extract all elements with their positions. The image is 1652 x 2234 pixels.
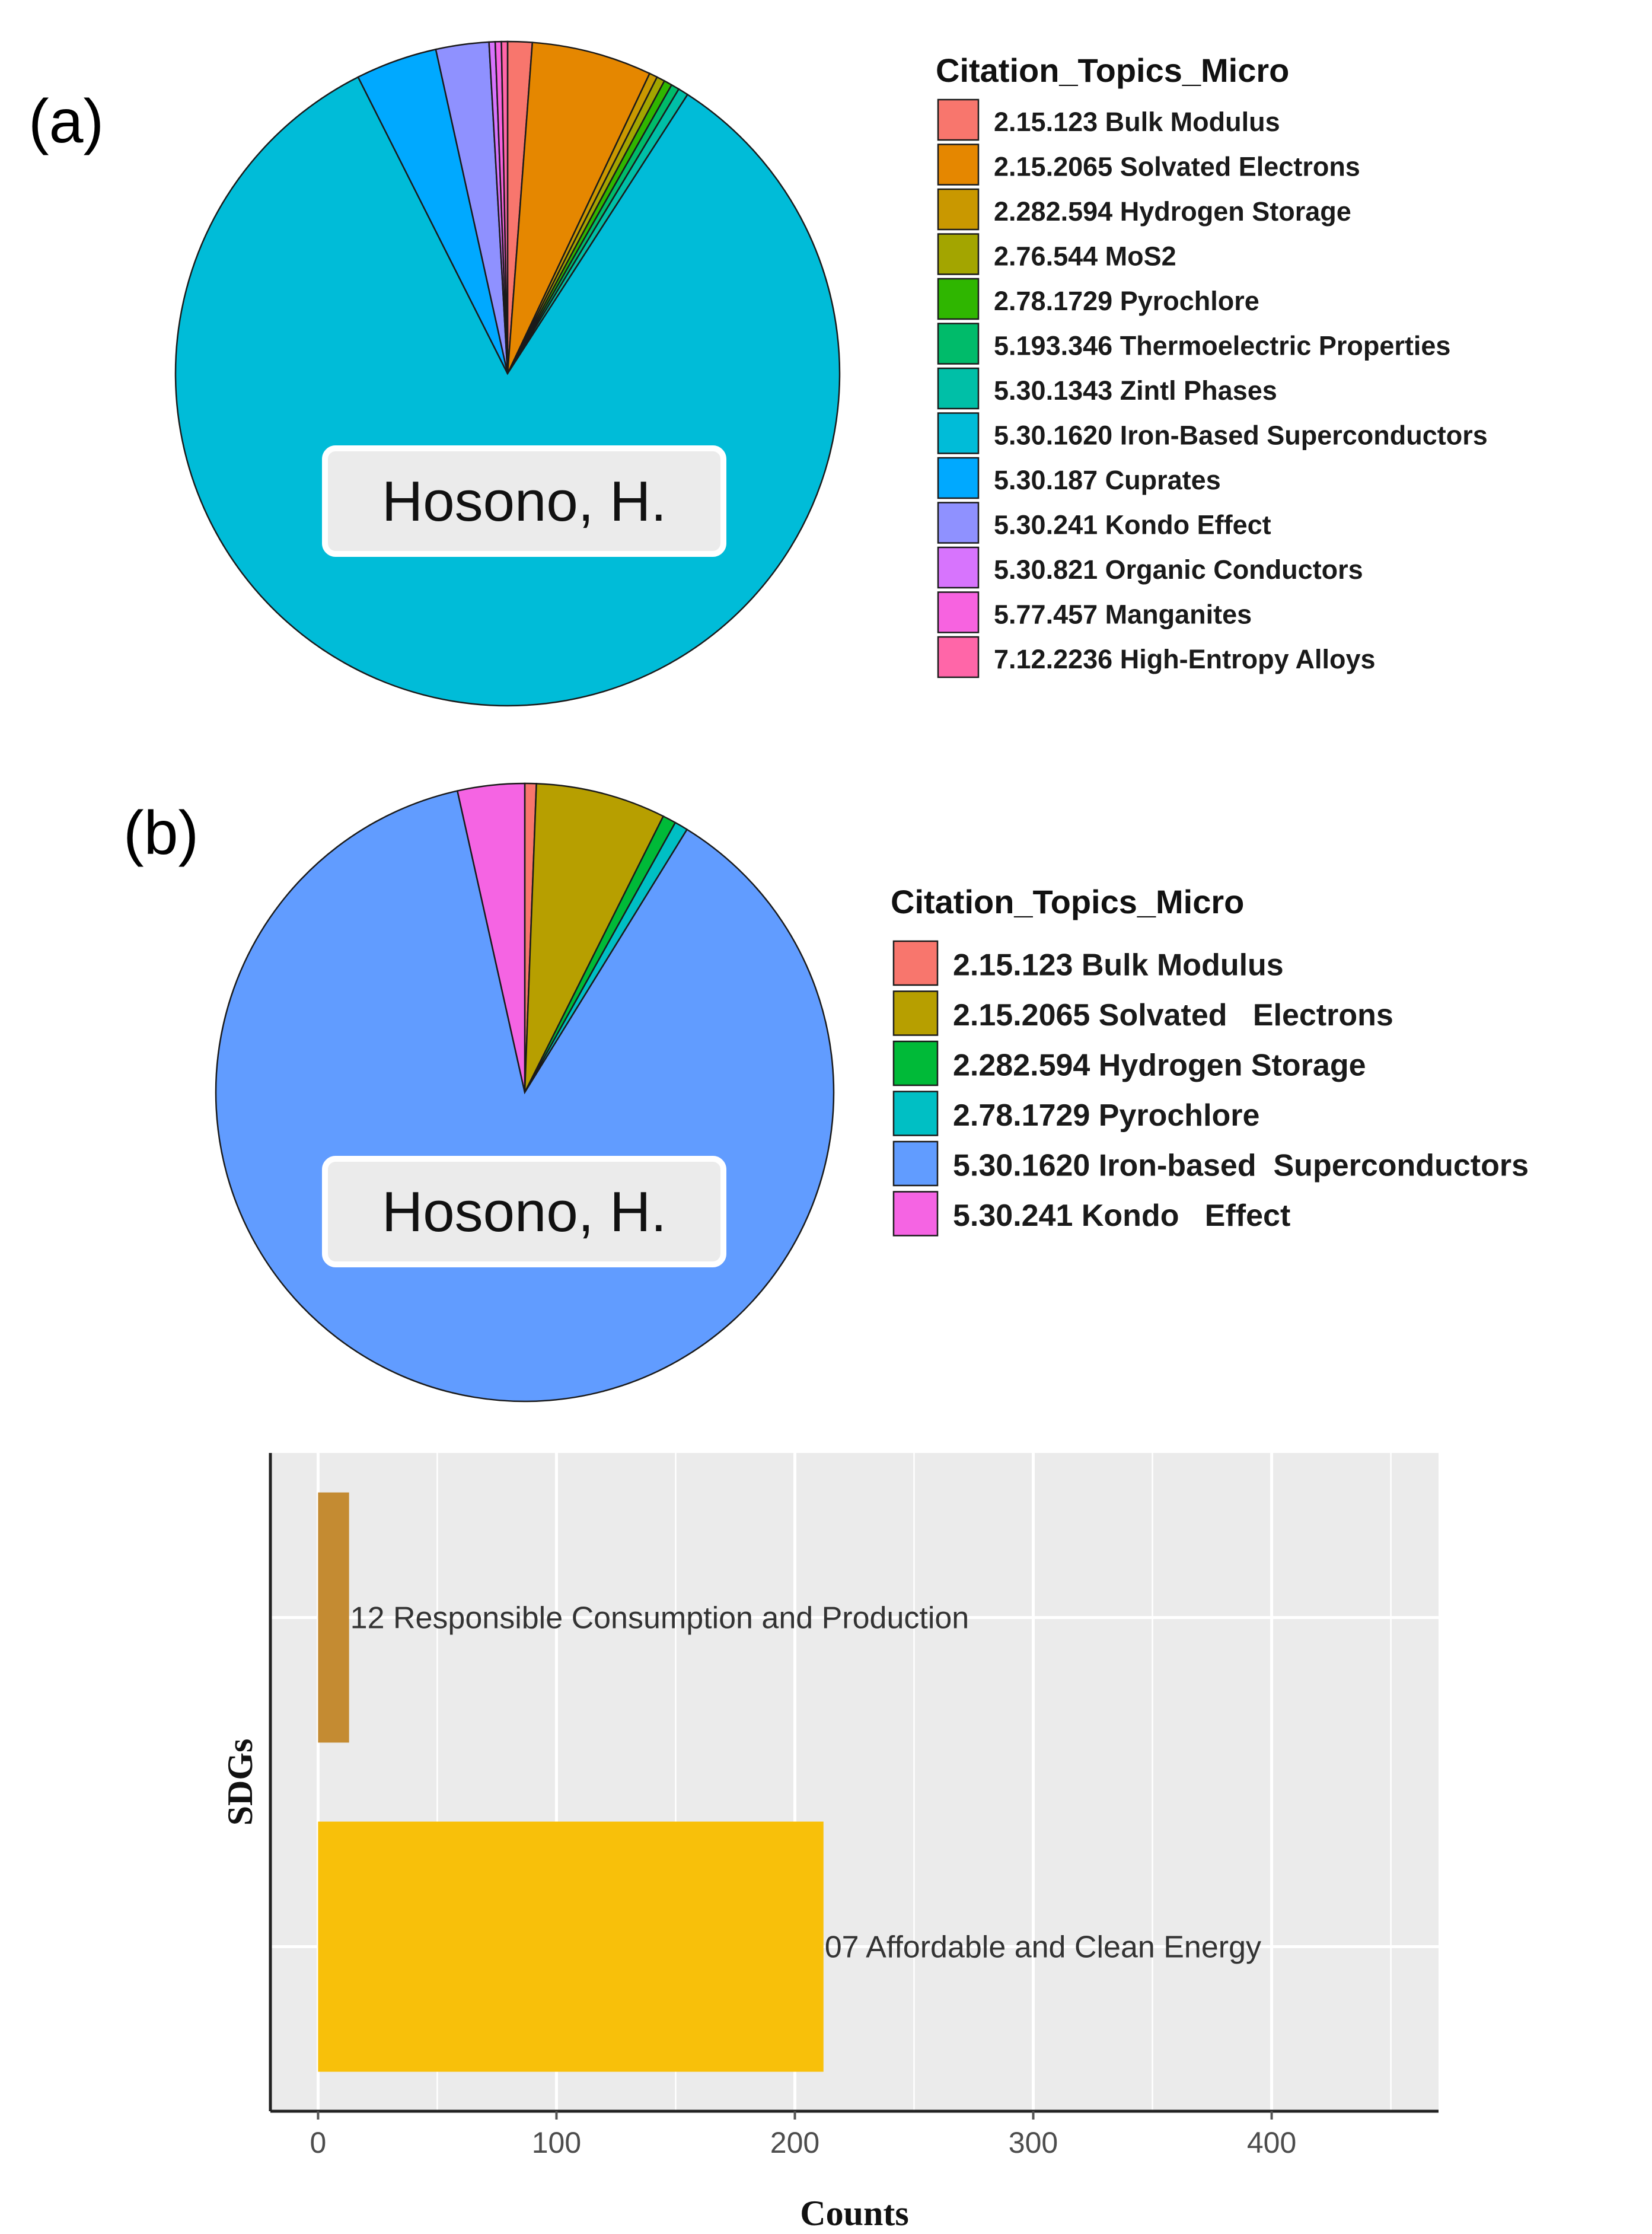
name-label-box-b-bg — [322, 1156, 726, 1267]
x-axis-title: Counts — [800, 2194, 908, 2233]
pie-a-slice-12 — [500, 40, 509, 374]
pie-a-legend-label-11: 5.77.457 Manganites — [994, 600, 1252, 630]
pie-b-legend-key-2 — [892, 1040, 939, 1086]
pie-b-legend-key-5 — [892, 1191, 939, 1236]
pie-chart-a — [174, 40, 841, 707]
bar-0 — [318, 1821, 824, 2072]
pie-a-legend-label-10: 5.30.821 Organic Conductors — [994, 554, 1363, 585]
pie-b-legend-key-0 — [892, 940, 939, 986]
bars: 07 Affordable and Clean Energy 12 Respons… — [318, 1492, 1261, 2072]
legend-a: 2.15.123 Bulk Modulus 2.15.2065 Solvated … — [937, 98, 1488, 678]
pie-a-legend-key-9 — [937, 502, 980, 544]
pie-a-legend-label-12: 7.12.2236 High-Entropy Alloys — [994, 644, 1376, 674]
panel-b: (b) Hosono, H. Citation_Topics_Micro 2.1… — [123, 782, 1529, 1403]
pie-b-legend-key-3 — [892, 1091, 939, 1136]
name-label-box-a-bg — [322, 445, 726, 557]
panel-c: 07 Affordable and Clean Energy 12 Respons… — [221, 1453, 1439, 2233]
x-tick-label: 200 — [770, 2126, 819, 2159]
pie-a-legend-key-12 — [937, 636, 980, 678]
pie-a-legend-key-7 — [937, 412, 980, 454]
pie-a-legend-key-10 — [937, 546, 980, 589]
pie-b-legend-label-0: 2.15.123 Bulk Modulus — [953, 948, 1284, 983]
pie-a-legend-label-1: 2.15.2065 Solvated Electrons — [994, 152, 1360, 182]
bar-1 — [318, 1492, 349, 1743]
bar-label-1: 12 Responsible Consumption and Productio… — [350, 1601, 969, 1636]
x-tick-label: 0 — [310, 2126, 327, 2159]
legend-title-b: Citation_Topics_Micro — [891, 883, 1244, 920]
x-tick-label: 300 — [1009, 2126, 1058, 2159]
pie-a-legend-label-5: 5.193.346 Thermoelectric Properties — [994, 331, 1450, 361]
pie-a-legend-label-3: 2.76.544 MoS2 — [994, 241, 1176, 272]
legend-b: 2.15.123 Bulk Modulus 2.15.2065 Solvated … — [892, 940, 1529, 1236]
x-tick-label: 400 — [1247, 2126, 1296, 2159]
pie-b-legend-label-3: 2.78.1729 Pyrochlore — [953, 1098, 1259, 1133]
pie-a-legend-label-2: 2.282.594 Hydrogen Storage — [994, 196, 1351, 227]
pie-a-legend-key-6 — [937, 367, 980, 410]
pie-a-legend-key-5 — [937, 323, 980, 365]
pie-a-legend-key-1 — [937, 144, 980, 186]
pie-b-legend-key-1 — [892, 990, 939, 1036]
pie-a-legend-key-3 — [937, 233, 980, 275]
x-tick-label: 100 — [532, 2126, 581, 2159]
pie-b-legend-key-4 — [892, 1140, 939, 1187]
panel-b-label: (b) — [123, 799, 199, 868]
pie-b-slice-5 — [456, 782, 526, 1093]
pie-a-legend-label-8: 5.30.187 Cuprates — [994, 465, 1221, 495]
name-label-b: Hosono, H. — [382, 1180, 666, 1244]
pie-a-slice-1 — [506, 42, 651, 374]
pie-a-legend-label-7: 5.30.1620 Iron-Based Superconductors — [994, 420, 1488, 451]
y-axis-title: SDGs — [221, 1739, 260, 1826]
panel-a-label: (a) — [28, 87, 104, 156]
name-label-box-a: Hosono, H. — [322, 445, 726, 557]
pie-a-legend-key-4 — [937, 278, 980, 320]
pie-chart-b — [215, 782, 835, 1403]
pie-a-legend-label-9: 5.30.241 Kondo Effect — [994, 510, 1271, 540]
pie-a-legend-label-4: 2.78.1729 Pyrochlore — [994, 286, 1259, 316]
pie-a-legend-key-11 — [937, 591, 980, 633]
name-label-box-b: Hosono, H. — [322, 1156, 726, 1267]
pie-a-legend-key-0 — [937, 98, 980, 141]
pie-b-legend-label-5: 5.30.241 Kondo Effect — [953, 1199, 1290, 1233]
pie-a-legend-label-6: 5.30.1343 Zintl Phases — [994, 375, 1277, 406]
pie-a-legend-key-2 — [937, 188, 980, 231]
pie-a-legend-label-0: 2.15.123 Bulk Modulus — [994, 107, 1280, 137]
pie-b-legend-label-1: 2.15.2065 Solvated Electrons — [953, 998, 1393, 1032]
panel-a: (a) Hosono, H. Citation_Topics_Micro 2.1… — [28, 40, 1488, 707]
bar-label-0: 07 Affordable and Clean Energy — [825, 1930, 1261, 1965]
x-axis-ticks: 0 100 200 300 400 — [310, 2111, 1296, 2159]
pie-a-legend-key-8 — [937, 457, 980, 499]
pie-b-legend-label-4: 5.30.1620 Iron-based Superconductors — [953, 1149, 1529, 1183]
pie-b-legend-label-2: 2.282.594 Hydrogen Storage — [953, 1049, 1366, 1083]
pie-b-slice-1 — [524, 783, 665, 1093]
legend-title-a: Citation_Topics_Micro — [936, 52, 1289, 89]
name-label-a: Hosono, H. — [382, 470, 666, 533]
